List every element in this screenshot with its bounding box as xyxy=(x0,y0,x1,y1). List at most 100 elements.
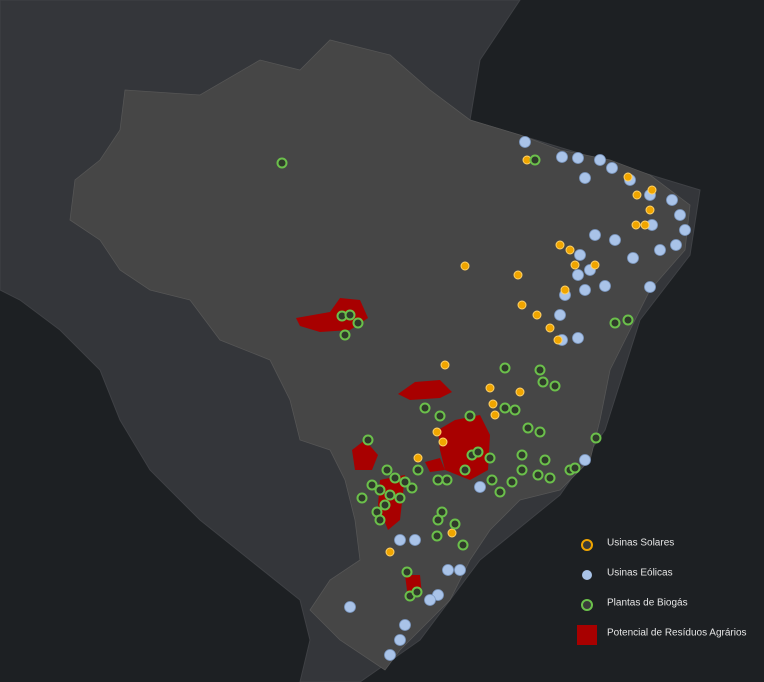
biogas-plant xyxy=(379,499,391,511)
biogas-plant xyxy=(374,484,386,496)
legend-solar-icon xyxy=(581,539,593,551)
wind-plant xyxy=(572,332,584,344)
wind-plant xyxy=(554,309,566,321)
wind-plant xyxy=(442,564,454,576)
biogas-plant xyxy=(529,154,541,166)
biogas-plant xyxy=(384,489,396,501)
biogas-plant xyxy=(389,472,401,484)
biogas-plant xyxy=(622,314,634,326)
legend-label: Plantas de Biogás xyxy=(607,598,688,609)
solar-plant xyxy=(553,335,563,345)
wind-plant xyxy=(394,534,406,546)
biogas-plant xyxy=(569,462,581,474)
residue-area xyxy=(352,440,378,470)
biogas-plant xyxy=(352,317,364,329)
wind-plant xyxy=(384,649,396,661)
solar-plant xyxy=(570,260,580,270)
biogas-plant xyxy=(406,482,418,494)
solar-plant xyxy=(560,285,570,295)
biogas-plant xyxy=(472,446,484,458)
wind-plant xyxy=(609,234,621,246)
wind-plant xyxy=(679,224,691,236)
biogas-plant xyxy=(362,434,374,446)
brazil xyxy=(69,39,691,671)
solar-plant xyxy=(623,172,633,182)
biogas-plant xyxy=(411,586,423,598)
markers xyxy=(276,136,691,661)
biogas-plant xyxy=(394,492,406,504)
legend-label: Usinas Eólicas xyxy=(607,568,673,579)
biogas-plant xyxy=(590,432,602,444)
wind-plant xyxy=(589,229,601,241)
biogas-plant xyxy=(486,474,498,486)
solar-plant xyxy=(485,383,495,393)
legend-wind-icon xyxy=(582,570,592,580)
solar-plant xyxy=(545,323,555,333)
legend-residue-icon xyxy=(577,625,597,645)
solar-plant xyxy=(460,261,470,271)
wind-plant xyxy=(579,284,591,296)
residue-area xyxy=(438,415,490,480)
biogas-plant xyxy=(431,530,443,542)
wind-plant xyxy=(674,209,686,221)
solar-plant xyxy=(385,547,395,557)
wind-plant xyxy=(666,194,678,206)
biogas-plant xyxy=(457,539,469,551)
solar-plant xyxy=(647,185,657,195)
biogas-plant xyxy=(432,514,444,526)
biogas-plant xyxy=(532,469,544,481)
biogas-plant xyxy=(522,422,534,434)
wind-plant xyxy=(572,269,584,281)
biogas-plant xyxy=(434,410,446,422)
wind-plant xyxy=(519,136,531,148)
biogas-plant xyxy=(494,486,506,498)
wind-plant xyxy=(424,594,436,606)
wind-plant xyxy=(670,239,682,251)
wind-plant xyxy=(394,634,406,646)
wind-plant xyxy=(644,281,656,293)
wind-plant xyxy=(579,172,591,184)
wind-plant xyxy=(474,481,486,493)
residue-area xyxy=(398,380,452,400)
biogas-plant xyxy=(516,464,528,476)
biogas-plant xyxy=(381,464,393,476)
biogas-plant xyxy=(366,479,378,491)
solar-plant xyxy=(447,528,457,538)
legend: Usinas Solares Usinas Eólicas Plantas de… xyxy=(577,538,747,645)
solar-plant xyxy=(432,427,442,437)
solar-plant xyxy=(517,300,527,310)
biogas-plant xyxy=(516,449,528,461)
biogas-plant xyxy=(412,464,424,476)
wind-plant xyxy=(599,280,611,292)
biogas-plant xyxy=(459,464,471,476)
wind-plant xyxy=(574,249,586,261)
biogas-plant xyxy=(499,362,511,374)
solar-plant xyxy=(413,453,423,463)
solar-plant xyxy=(565,245,575,255)
biogas-plant xyxy=(344,309,356,321)
solar-plant xyxy=(631,220,641,230)
solar-plant xyxy=(440,360,450,370)
biogas-plant xyxy=(276,157,288,169)
biogas-plant xyxy=(374,514,386,526)
solar-plant xyxy=(632,190,642,200)
wind-plant xyxy=(579,454,591,466)
solar-plant xyxy=(490,410,500,420)
biogas-plant xyxy=(499,402,511,414)
biogas-plant xyxy=(449,518,461,530)
wind-plant xyxy=(556,151,568,163)
residue-area xyxy=(296,298,368,332)
biogas-plant xyxy=(484,452,496,464)
biogas-plant xyxy=(509,404,521,416)
solar-plant xyxy=(513,270,523,280)
biogas-plant xyxy=(544,472,556,484)
wind-plant xyxy=(606,162,618,174)
biogas-plant xyxy=(441,474,453,486)
solar-plant xyxy=(555,240,565,250)
wind-plant xyxy=(627,252,639,264)
biogas-plant xyxy=(356,492,368,504)
legend-biogas-icon xyxy=(581,599,593,611)
wind-plant xyxy=(454,564,466,576)
wind-plant xyxy=(572,152,584,164)
